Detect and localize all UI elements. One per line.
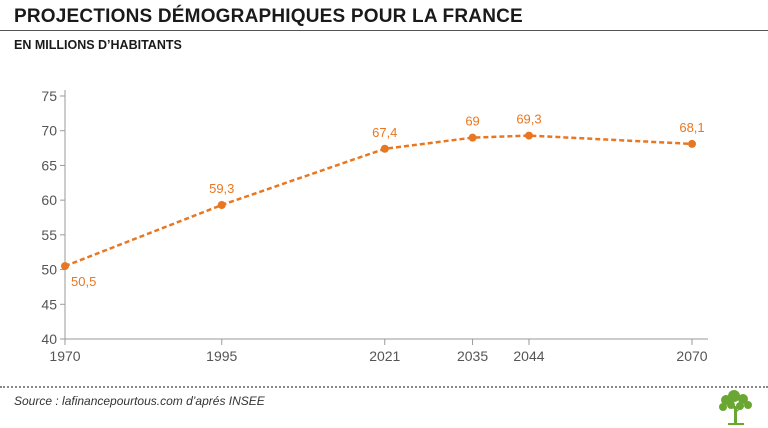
line-chart: 40 45 50 55 60 65 70 75 1970 1995 2021 2035 2044 2070… xyxy=(41,88,708,364)
data-label: 59,3 xyxy=(209,181,234,196)
tree-logo-icon xyxy=(719,390,752,425)
y-tick-label: 40 xyxy=(41,331,57,347)
data-point xyxy=(217,201,226,210)
footer-divider xyxy=(0,386,768,388)
data-point xyxy=(688,139,696,148)
x-tick-label: 2021 xyxy=(369,348,400,364)
x-tick-label: 1995 xyxy=(206,348,237,364)
data-label: 69,3 xyxy=(516,112,541,127)
y-tick-label: 55 xyxy=(41,227,57,243)
x-tick-label: 2044 xyxy=(513,348,544,364)
y-tick-label: 75 xyxy=(41,88,57,104)
y-tick-label: 50 xyxy=(41,262,57,278)
title-divider xyxy=(0,30,768,31)
x-tick-label: 2070 xyxy=(676,348,707,364)
y-tick-label: 60 xyxy=(41,192,57,208)
data-point xyxy=(380,144,389,153)
y-tick-label: 45 xyxy=(41,296,57,312)
chart-subtitle: EN MILLIONS D’HABITANTS xyxy=(14,38,182,52)
data-label: 68,1 xyxy=(679,120,704,135)
chart-title: PROJECTIONS DÉMOGRAPHIQUES POUR LA FRANC… xyxy=(14,6,523,27)
source-note: Source : lafinancepourtous.com d’aprés I… xyxy=(14,394,265,408)
y-tick-label: 65 xyxy=(41,157,57,173)
data-point xyxy=(468,133,477,142)
data-point xyxy=(61,262,69,271)
x-tick-label: 2035 xyxy=(457,348,488,364)
data-label: 69 xyxy=(465,114,479,129)
x-tick-label: 1970 xyxy=(49,348,80,364)
data-label: 50,5 xyxy=(71,274,96,289)
series-line xyxy=(64,134,693,268)
data-label: 67,4 xyxy=(372,125,397,140)
data-point xyxy=(524,131,533,140)
y-tick-label: 70 xyxy=(41,123,57,139)
